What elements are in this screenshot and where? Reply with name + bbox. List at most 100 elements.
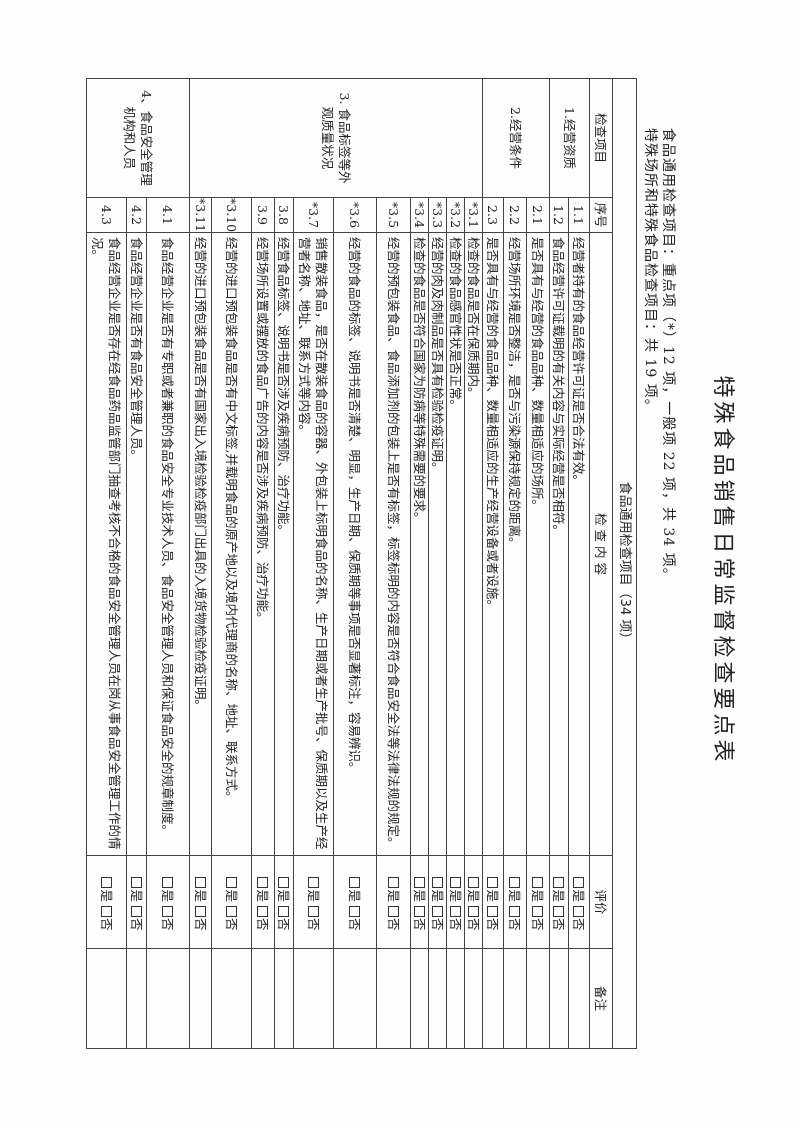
yes-label: 是: [551, 889, 567, 902]
row-remark[interactable]: [211, 948, 252, 1049]
row-remark[interactable]: [293, 948, 334, 1049]
row-remark[interactable]: [274, 948, 294, 1049]
table-row: 4.3 食品经营企业是否存在经食品药品监管部门抽查考核不合格的食品安全管理人员在岗…: [86, 79, 127, 1049]
yes-label: 是: [193, 889, 208, 902]
row-remark[interactable]: [482, 948, 504, 1049]
row-remark[interactable]: [251, 948, 275, 1049]
no-label: 否: [466, 918, 481, 931]
row-content: 是否具有与经营的食品品种、数量相适应的生产经营设备或者设施。: [482, 232, 504, 856]
no-checkbox[interactable]: [509, 906, 521, 917]
row-remark[interactable]: [189, 948, 212, 1049]
no-checkbox[interactable]: [101, 906, 112, 917]
no-label: 否: [255, 918, 271, 931]
row-remark[interactable]: [410, 948, 429, 1049]
table-row: *3.10 经营的进口预包装食品是否有中文标签,并载明食品的原产地以及境内代理商的…: [211, 79, 252, 1049]
yes-checkbox[interactable]: [450, 877, 461, 889]
no-checkbox[interactable]: [532, 906, 544, 917]
yes-label: 是: [224, 889, 239, 902]
row-seq: 1.1: [568, 197, 590, 233]
row-eval: 是否: [446, 855, 465, 949]
yes-checkbox[interactable]: [278, 877, 290, 889]
yes-label: 是: [430, 889, 445, 902]
yes-label: 是: [448, 889, 463, 902]
no-label: 否: [551, 918, 567, 931]
row-remark[interactable]: [146, 948, 190, 1049]
yes-checkbox[interactable]: [349, 877, 361, 889]
row-remark[interactable]: [464, 948, 483, 1049]
yes-checkbox[interactable]: [226, 877, 237, 889]
no-checkbox[interactable]: [226, 906, 237, 917]
row-content: 检查的食品是否在保质期内。: [464, 232, 483, 856]
row-remark[interactable]: [428, 948, 447, 1049]
no-checkbox[interactable]: [573, 906, 585, 917]
table-row: 2.2 经营场所环境是否整洁，是否与污染源保持规定的距离。 是否: [503, 79, 527, 1049]
row-remark[interactable]: [446, 948, 465, 1049]
row-eval: 是否: [86, 855, 127, 949]
no-checkbox[interactable]: [432, 906, 443, 917]
no-checkbox[interactable]: [162, 906, 174, 917]
yes-checkbox[interactable]: [432, 877, 443, 889]
yes-checkbox[interactable]: [487, 877, 499, 889]
yes-checkbox[interactable]: [414, 877, 425, 889]
row-content: 销售散装食品，是否在散装食品的容器、外包装上标明食品的名称、生产日期或者生产批号…: [293, 232, 334, 856]
no-checkbox[interactable]: [450, 906, 461, 917]
row-seq: *3.6: [333, 197, 377, 233]
row-remark[interactable]: [549, 948, 569, 1049]
yes-checkbox[interactable]: [468, 877, 479, 889]
no-label: 否: [507, 918, 523, 931]
row-seq: *3.1: [464, 197, 483, 233]
no-checkbox[interactable]: [195, 906, 206, 917]
no-checkbox[interactable]: [349, 906, 361, 917]
row-remark[interactable]: [333, 948, 377, 1049]
yes-label: 是: [276, 889, 292, 902]
no-checkbox[interactable]: [278, 906, 290, 917]
no-checkbox[interactable]: [468, 906, 479, 917]
no-checkbox[interactable]: [553, 906, 565, 917]
yes-checkbox[interactable]: [388, 877, 399, 889]
yes-checkbox[interactable]: [573, 877, 585, 889]
row-content: 经营的进口预包装食品是否有中文标签,并载明食品的原产地以及境内代理商的名称、地址…: [211, 232, 252, 856]
row-content: 经营者持有的食品经营许可证是否合法有效。: [568, 232, 590, 856]
yes-checkbox[interactable]: [308, 877, 319, 889]
row-seq: 2.2: [503, 197, 527, 233]
row-remark[interactable]: [376, 948, 411, 1049]
yes-checkbox[interactable]: [257, 877, 269, 889]
no-label: 否: [193, 918, 208, 931]
no-checkbox[interactable]: [487, 906, 499, 917]
header-remark: 备注: [589, 948, 613, 1049]
no-checkbox[interactable]: [308, 906, 319, 917]
yes-checkbox[interactable]: [101, 877, 112, 889]
no-label: 否: [412, 918, 427, 931]
table-row: *3.2 检查的食品感官性状是否正常。 是否: [446, 79, 465, 1049]
row-remark[interactable]: [86, 948, 127, 1049]
table-row: *3.6 经营的食品的标签、说明书是否清楚、明显，生产日期、保质期等事项是否显著标…: [333, 79, 377, 1049]
row-remark[interactable]: [526, 948, 550, 1049]
yes-checkbox[interactable]: [553, 877, 565, 889]
row-remark[interactable]: [568, 948, 590, 1049]
no-label: 否: [571, 918, 587, 931]
document-title: 特殊食品销售日常监督检查要点表: [710, 375, 735, 766]
yes-checkbox[interactable]: [131, 877, 142, 889]
yes-label: 是: [530, 889, 546, 902]
yes-checkbox[interactable]: [195, 877, 206, 889]
row-seq: 1.2: [549, 197, 569, 233]
no-checkbox[interactable]: [131, 906, 142, 917]
row-seq: 4.3: [86, 197, 127, 233]
no-checkbox[interactable]: [388, 906, 399, 917]
yes-label: 是: [347, 889, 363, 902]
row-remark[interactable]: [126, 948, 147, 1049]
no-checkbox[interactable]: [257, 906, 269, 917]
no-checkbox[interactable]: [414, 906, 425, 917]
yes-checkbox[interactable]: [509, 877, 521, 889]
row-content: 经营的进口预包装食品是否有国家出入境检验检疫部门出具的入境货物检验检疫证明。: [189, 232, 212, 856]
table-row: 1.经营资质 1.1 经营者持有的食品经营许可证是否合法有效。 是否: [549, 78, 590, 1049]
table-row: 1.2 食品经营许可证载明的有关内容与实际经营是否相符。 是否: [549, 79, 569, 1049]
row-remark[interactable]: [503, 948, 527, 1049]
group-label: 3. 食品标签等外观质量状况: [189, 78, 483, 198]
yes-checkbox[interactable]: [162, 877, 174, 889]
yes-checkbox[interactable]: [532, 877, 544, 889]
row-seq: *3.11: [189, 197, 212, 233]
header-content: 检 查 内 容: [589, 232, 613, 856]
subtitle-line: 食品通用检查项目：重点项（*）12 项，一般项 22 项，共 34 项。: [660, 128, 676, 583]
row-eval: 是否: [482, 855, 504, 949]
